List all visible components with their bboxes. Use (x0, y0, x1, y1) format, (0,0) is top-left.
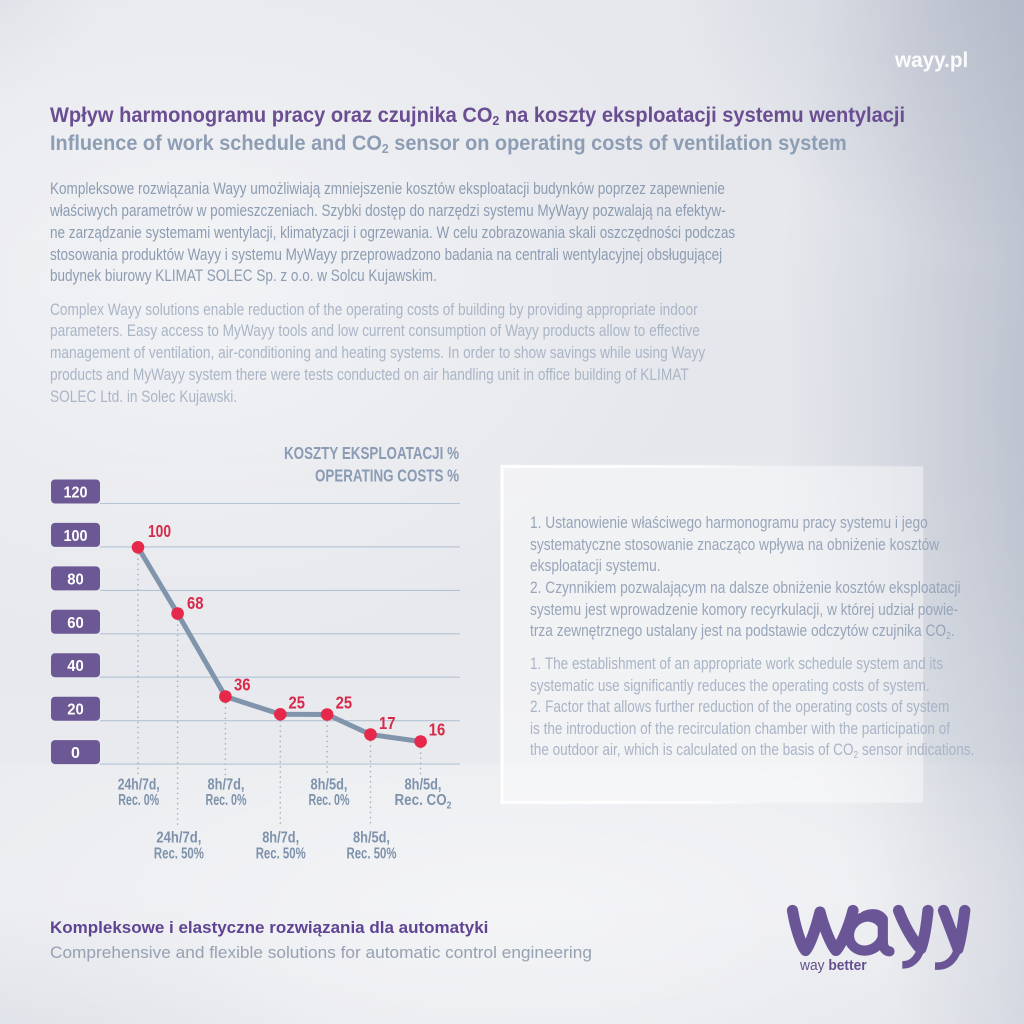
svg-text:40: 40 (67, 658, 84, 675)
svg-text:100: 100 (64, 528, 88, 545)
svg-text:OPERATING COSTS %: OPERATING COSTS % (315, 466, 459, 486)
svg-text:25: 25 (336, 693, 353, 713)
svg-text:8h/7d,: 8h/7d, (208, 776, 245, 793)
svg-text:Rec. 0%: Rec. 0% (309, 792, 350, 809)
svg-text:60: 60 (67, 615, 84, 632)
svg-text:120: 120 (64, 485, 88, 502)
svg-text:100: 100 (148, 521, 171, 541)
svg-text:Rec. 0%: Rec. 0% (118, 792, 159, 809)
svg-text:8h/7d,: 8h/7d, (262, 830, 299, 847)
svg-text:Rec. 0%: Rec. 0% (206, 792, 247, 809)
svg-text:8h/5d,: 8h/5d, (353, 830, 390, 847)
svg-text:24h/7d,: 24h/7d, (156, 830, 201, 847)
svg-text:Rec. 50%: Rec. 50% (256, 845, 306, 862)
svg-text:8h/5d,: 8h/5d, (405, 776, 442, 793)
svg-text:36: 36 (234, 675, 251, 695)
svg-text:KOSZTY EKSPLOATACJI %: KOSZTY EKSPLOATACJI % (284, 443, 459, 463)
svg-text:Rec. 50%: Rec. 50% (154, 845, 204, 862)
svg-text:Rec. 50%: Rec. 50% (347, 845, 397, 862)
svg-text:20: 20 (67, 702, 84, 719)
svg-text:16: 16 (429, 719, 446, 739)
svg-text:Rec. CO2: Rec. CO2 (395, 792, 452, 811)
svg-text:8h/5d,: 8h/5d, (311, 776, 348, 793)
svg-text:68: 68 (187, 593, 204, 613)
svg-text:24h/7d,: 24h/7d, (118, 776, 160, 793)
svg-text:0: 0 (71, 745, 80, 762)
svg-text:80: 80 (67, 571, 84, 588)
svg-text:17: 17 (379, 713, 396, 733)
svg-text:25: 25 (289, 693, 306, 713)
